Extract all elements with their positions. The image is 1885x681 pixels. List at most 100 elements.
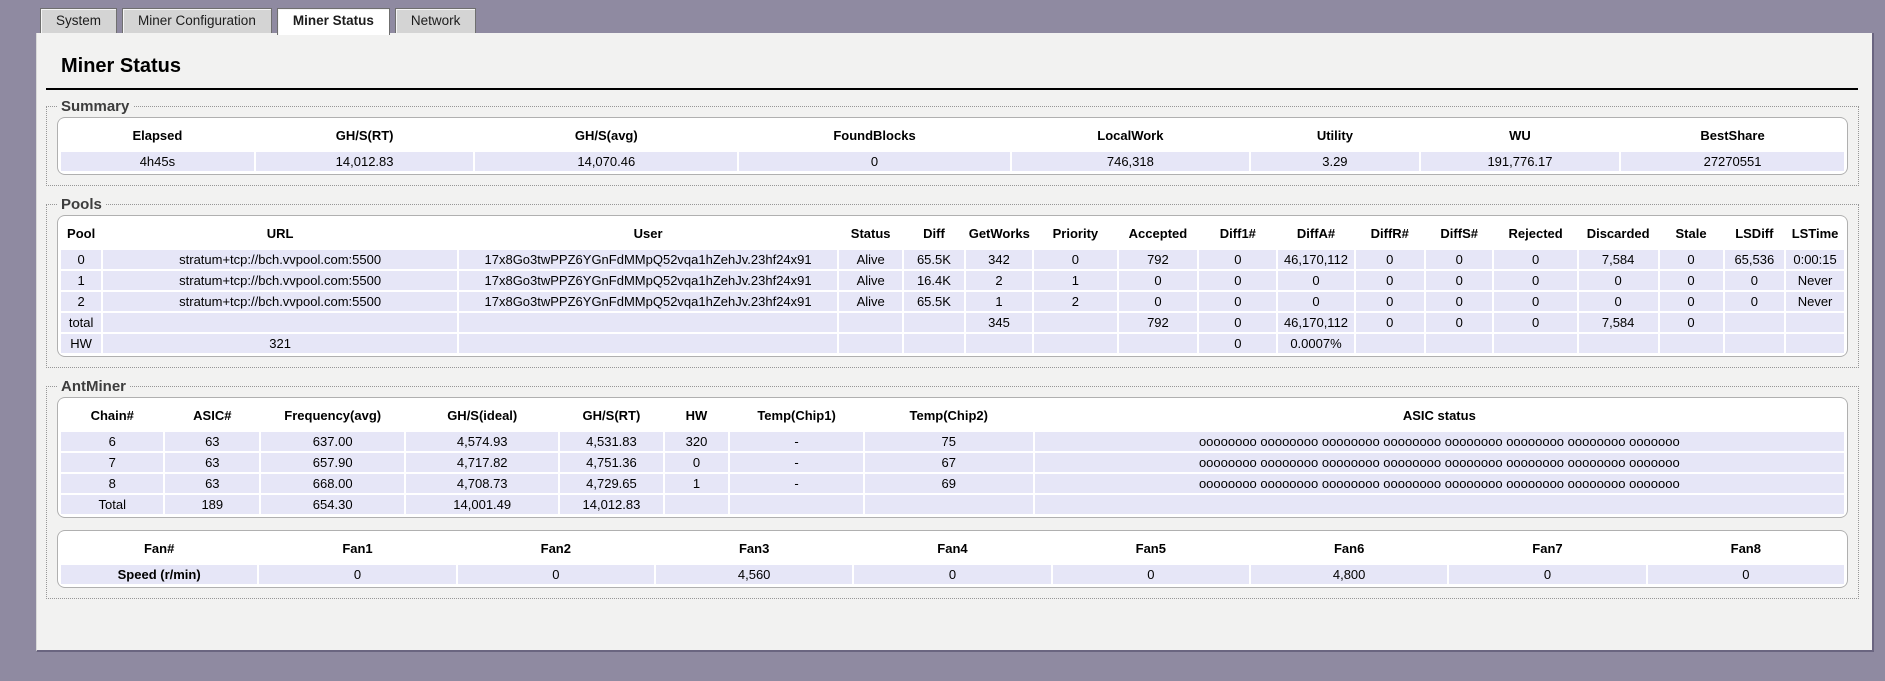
table-cell: 0 (1199, 313, 1276, 332)
table-cell: 17x8Go3twPPZ6YGnFdMMpQ52vqa1hZehJv.23hf2… (459, 292, 837, 311)
table-cell: 0 (458, 565, 654, 584)
table-cell: 0 (1579, 292, 1658, 311)
column-header: Discarded (1579, 219, 1658, 248)
table-cell (1660, 334, 1723, 353)
table-row: 663637.004,574.934,531.83320-75oooooooo … (61, 432, 1844, 451)
table-cell: 637.00 (261, 432, 404, 451)
table-cell: 0 (665, 453, 729, 472)
chains-table: Chain#ASIC#Frequency(avg)GH/S(ideal)GH/S… (59, 399, 1846, 516)
summary-section: Summary ElapsedGH/S(RT)GH/S(avg)FoundBlo… (46, 98, 1859, 186)
column-header: URL (103, 219, 457, 248)
table-cell: 0 (1034, 250, 1116, 269)
chains-header-row: Chain#ASIC#Frequency(avg)GH/S(ideal)GH/S… (61, 401, 1844, 430)
table-cell: stratum+tcp://bch.vvpool.com:5500 (103, 271, 457, 290)
column-header: Temp(Chip1) (730, 401, 863, 430)
table-cell: stratum+tcp://bch.vvpool.com:5500 (103, 250, 457, 269)
table-cell: 0:00:15 (1786, 250, 1844, 269)
table-cell (1035, 495, 1844, 514)
table-row: Speed (r/min)004,560004,80000 (61, 565, 1844, 584)
column-header: Fan# (61, 534, 257, 563)
column-header: Fan4 (854, 534, 1050, 563)
column-header: Status (839, 219, 902, 248)
column-header: DiffA# (1278, 219, 1353, 248)
table-cell: 67 (865, 453, 1033, 472)
column-header: Accepted (1119, 219, 1198, 248)
table-cell: Never (1786, 292, 1844, 311)
table-row: Total189654.3014,001.4914,012.83 (61, 495, 1844, 514)
table-cell: 0 (1494, 292, 1576, 311)
table-cell: 3.29 (1251, 152, 1419, 171)
table-cell: 16.4K (904, 271, 964, 290)
table-cell: 65.5K (904, 250, 964, 269)
table-cell: 27270551 (1621, 152, 1844, 171)
table-cell: 321 (103, 334, 457, 353)
column-header: GH/S(RT) (256, 121, 474, 150)
table-cell: - (730, 432, 863, 451)
column-header: Priority (1034, 219, 1116, 248)
table-cell: Total (61, 495, 163, 514)
pools-header-row: PoolURLUserStatusDiffGetWorksPriorityAcc… (61, 219, 1844, 248)
table-cell: 0 (1648, 565, 1844, 584)
table-cell: 46,170,112 (1278, 250, 1353, 269)
table-cell: 0 (1199, 292, 1276, 311)
summary-legend: Summary (57, 98, 133, 115)
column-header: GH/S(ideal) (406, 401, 558, 430)
table-cell: 65.5K (904, 292, 964, 311)
table-cell: total (61, 313, 101, 332)
tab-miner-configuration[interactable]: Miner Configuration (122, 8, 272, 33)
pools-legend: Pools (57, 196, 106, 213)
table-cell: 1 (1034, 271, 1116, 290)
table-cell: 0 (259, 565, 455, 584)
table-cell: 191,776.17 (1421, 152, 1619, 171)
column-header: Fan6 (1251, 534, 1447, 563)
tab-system[interactable]: System (40, 8, 117, 33)
table-cell: 0 (1660, 271, 1723, 290)
table-cell: 2 (61, 292, 101, 311)
column-header: ASIC status (1035, 401, 1844, 430)
table-cell: 668.00 (261, 474, 404, 493)
table-cell: Never (1786, 271, 1844, 290)
table-cell: 17x8Go3twPPZ6YGnFdMMpQ52vqa1hZehJv.23hf2… (459, 271, 837, 290)
pools-table-box: PoolURLUserStatusDiffGetWorksPriorityAcc… (57, 215, 1848, 357)
table-cell: 0 (1660, 250, 1723, 269)
table-cell: Speed (r/min) (61, 565, 257, 584)
table-cell: 14,012.83 (560, 495, 662, 514)
table-cell: 0 (1426, 313, 1493, 332)
table-cell (904, 334, 964, 353)
table-cell: 0 (1579, 271, 1658, 290)
table-cell: 0 (1449, 565, 1645, 584)
table-cell: 14,001.49 (406, 495, 558, 514)
table-row: 763657.904,717.824,751.360-67oooooooo oo… (61, 453, 1844, 472)
table-cell (1356, 334, 1424, 353)
column-header: Utility (1251, 121, 1419, 150)
tab-network[interactable]: Network (395, 8, 477, 33)
tab-miner-status[interactable]: Miner Status (277, 8, 390, 35)
table-row: 4h45s14,012.8314,070.460746,3183.29191,7… (61, 152, 1844, 171)
table-cell (1426, 334, 1493, 353)
table-cell: 75 (865, 432, 1033, 451)
table-row: 0stratum+tcp://bch.vvpool.com:550017x8Go… (61, 250, 1844, 269)
table-cell (1786, 313, 1844, 332)
table-cell: 345 (966, 313, 1033, 332)
table-cell: 0 (1426, 271, 1493, 290)
column-header: Fan5 (1053, 534, 1249, 563)
table-cell: Alive (839, 271, 902, 290)
table-cell: 654.30 (261, 495, 404, 514)
table-cell: 0 (1356, 250, 1424, 269)
table-cell: HW (61, 334, 101, 353)
table-cell: oooooooo oooooooo oooooooo oooooooo oooo… (1035, 432, 1844, 451)
content-panel: Miner Status Summary ElapsedGH/S(RT)GH/S… (36, 33, 1874, 652)
table-cell: 0 (1494, 250, 1576, 269)
title-divider (46, 88, 1858, 90)
table-cell: 657.90 (261, 453, 404, 472)
table-cell: 8 (61, 474, 163, 493)
column-header: Diff (904, 219, 964, 248)
table-cell (1494, 334, 1576, 353)
table-cell: 0 (1199, 271, 1276, 290)
column-header: Fan7 (1449, 534, 1645, 563)
column-header: Chain# (61, 401, 163, 430)
table-row: 2stratum+tcp://bch.vvpool.com:550017x8Go… (61, 292, 1844, 311)
table-cell: 0 (1494, 271, 1576, 290)
fans-table: Fan#Fan1Fan2Fan3Fan4Fan5Fan6Fan7Fan8 Spe… (59, 532, 1846, 586)
table-cell (1579, 334, 1658, 353)
